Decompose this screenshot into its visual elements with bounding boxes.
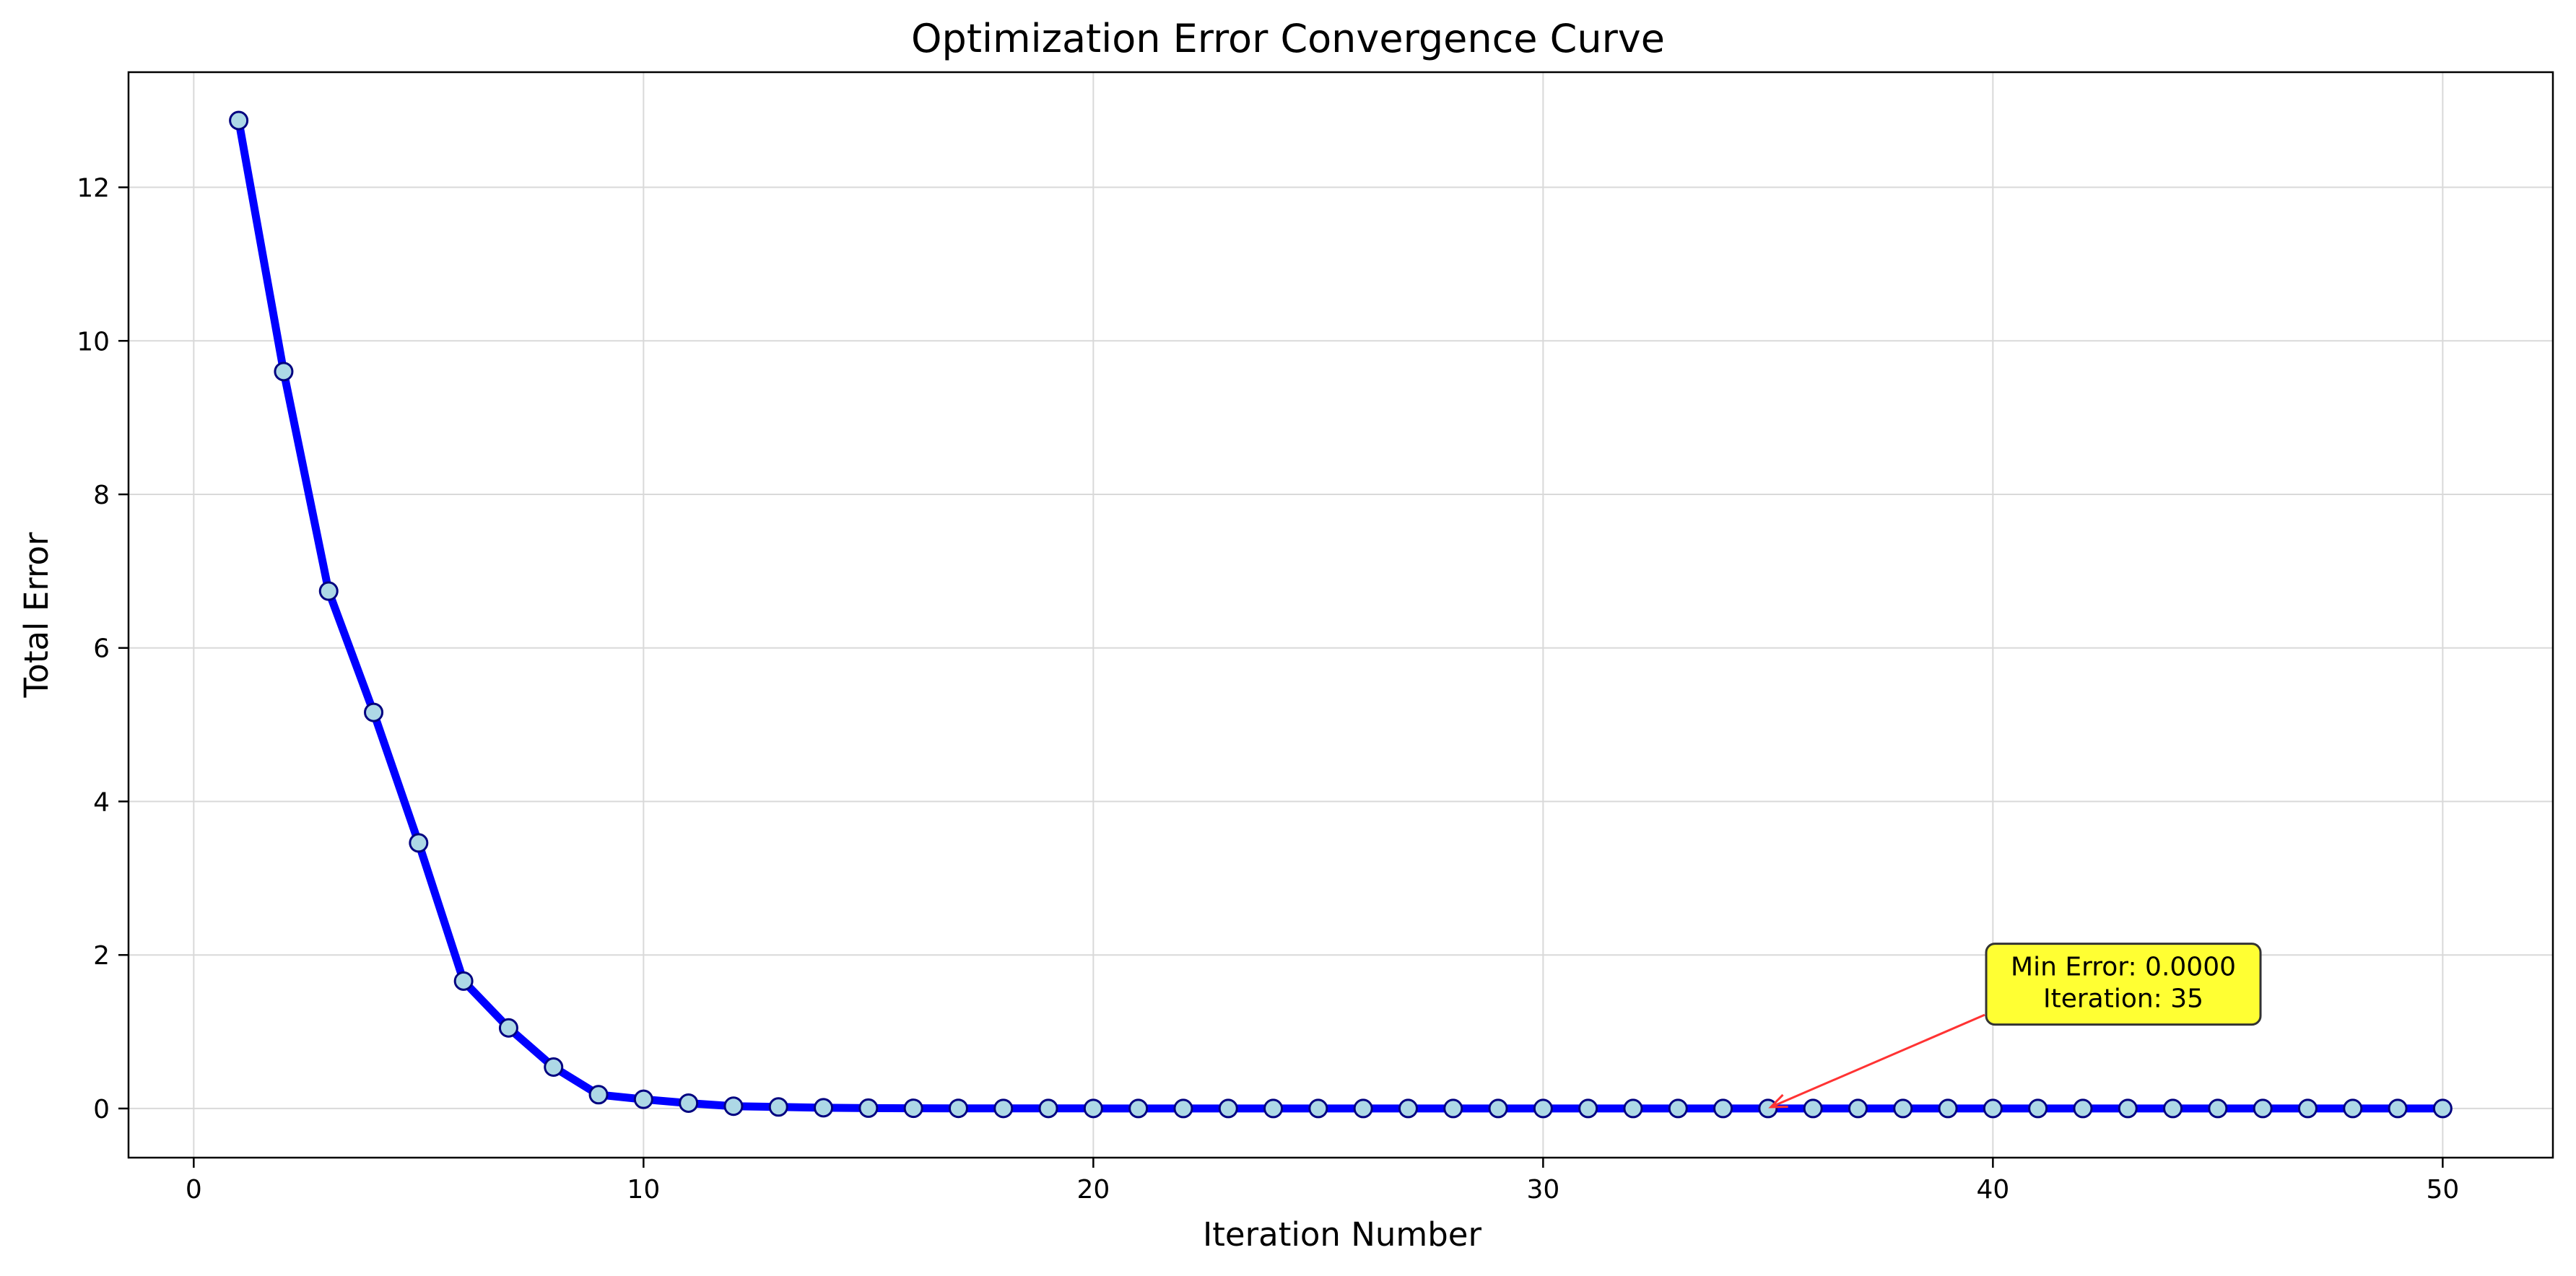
plot-frame — [127, 71, 2554, 1159]
x-tick-label: 40 — [1976, 1175, 2009, 1205]
data-point — [1803, 1098, 1823, 1119]
y-tick-label: 8 — [93, 481, 110, 510]
x-tick-label: 10 — [627, 1175, 660, 1205]
chart-title: Optimization Error Convergence Curve — [911, 16, 1665, 61]
y-tick-label: 4 — [93, 787, 110, 817]
data-point — [2343, 1098, 2363, 1119]
data-point — [1623, 1098, 1643, 1119]
x-tick-label: 30 — [1526, 1175, 1559, 1205]
data-point — [1938, 1098, 1958, 1119]
data-point — [1893, 1098, 1913, 1119]
x-tick-label: 0 — [186, 1175, 202, 1205]
annotation-text: Iteration: 35 — [2043, 984, 2203, 1014]
data-point — [364, 702, 384, 722]
data-point — [2253, 1098, 2273, 1119]
data-point — [2297, 1098, 2318, 1119]
y-tick-label: 6 — [93, 634, 110, 664]
annotation-box — [1985, 943, 2262, 1026]
data-point — [1263, 1098, 1284, 1119]
data-point — [858, 1098, 879, 1118]
y-tick-label: 2 — [93, 941, 110, 971]
annotation-text: Min Error: 0.0000 — [2011, 953, 2236, 982]
annotation-arrow — [1770, 1013, 1985, 1109]
data-point — [498, 1018, 518, 1038]
x-axis-label: Iteration Number — [1203, 1215, 1481, 1254]
data-point — [903, 1098, 923, 1119]
y-tick-label: 10 — [77, 327, 110, 357]
data-point — [1848, 1098, 1868, 1119]
x-tick-label: 50 — [2426, 1175, 2459, 1205]
y-tick-label: 12 — [77, 174, 110, 204]
data-point — [768, 1097, 788, 1117]
data-point — [1533, 1098, 1553, 1119]
data-point — [2432, 1098, 2453, 1119]
data-point — [723, 1096, 744, 1116]
x-tick-label: 20 — [1076, 1175, 1110, 1205]
data-point — [1083, 1098, 1103, 1119]
data-point — [318, 581, 339, 601]
y-tick-label: 0 — [93, 1095, 110, 1124]
data-point — [1308, 1098, 1328, 1119]
data-point — [948, 1098, 968, 1119]
data-point — [544, 1057, 564, 1077]
data-point — [1443, 1098, 1463, 1119]
data-point — [1128, 1098, 1149, 1119]
data-point — [2163, 1098, 2183, 1119]
data-point — [1218, 1098, 1238, 1119]
data-point — [1713, 1098, 1733, 1119]
data-point — [2208, 1098, 2228, 1119]
data-point — [588, 1085, 609, 1105]
data-point — [453, 971, 474, 991]
data-point — [2028, 1098, 2048, 1119]
data-point — [2388, 1098, 2408, 1119]
y-axis-label: Total Error — [17, 532, 56, 699]
data-point — [1983, 1098, 2003, 1119]
data-point — [229, 110, 249, 131]
data-point — [1173, 1098, 1193, 1119]
data-point — [2118, 1098, 2138, 1119]
data-point — [1488, 1098, 1508, 1119]
data-point — [1353, 1098, 1373, 1119]
annotation-arrowhead — [1768, 1093, 1788, 1109]
data-point — [1038, 1098, 1058, 1119]
data-point — [679, 1093, 699, 1113]
data-point — [1668, 1098, 1688, 1119]
data-point — [633, 1089, 653, 1109]
ticks: 0 10 20 30 40 50 0 2 4 6 8 10 12 — [77, 174, 2459, 1205]
grid — [129, 72, 2553, 1158]
data-point — [1578, 1098, 1598, 1119]
data-point — [409, 833, 429, 853]
series-layer — [229, 110, 2453, 1119]
data-point — [993, 1098, 1014, 1119]
data-point — [2073, 1098, 2093, 1119]
data-point — [814, 1098, 834, 1118]
data-point — [1398, 1098, 1418, 1119]
data-point — [274, 362, 294, 382]
